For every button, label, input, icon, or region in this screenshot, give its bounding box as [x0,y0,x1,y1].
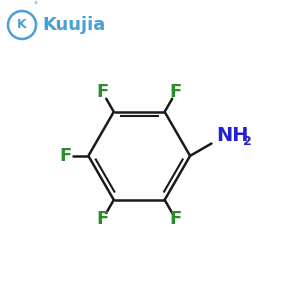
Text: F: F [97,210,109,228]
Text: F: F [170,83,182,101]
Text: 2: 2 [243,135,251,148]
Text: F: F [60,147,72,165]
Text: Kuujia: Kuujia [42,16,105,34]
Text: F: F [97,83,109,101]
Text: K: K [17,19,27,32]
Text: °: ° [33,1,37,10]
Text: F: F [170,210,182,228]
Text: NH: NH [216,126,248,145]
